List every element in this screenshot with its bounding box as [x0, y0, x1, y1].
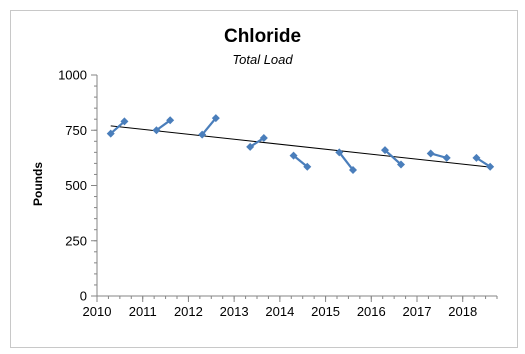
y-tick-label: 500: [65, 178, 87, 193]
series-line-segment: [201, 117, 217, 136]
x-tick-label: 2010: [83, 304, 112, 319]
x-tick-label: 2017: [403, 304, 432, 319]
data-point: [211, 114, 220, 123]
data-point: [486, 162, 495, 171]
chart-subtitle: Total Load: [232, 52, 293, 67]
data-point: [152, 126, 161, 135]
chart-title: Chloride: [223, 26, 302, 47]
x-tick-label: 2014: [265, 304, 294, 319]
y-tick-label: 250: [65, 233, 87, 248]
data-point: [259, 133, 268, 142]
data-point: [381, 146, 389, 155]
data-point: [120, 117, 129, 126]
y-tick-label: 0: [80, 289, 87, 304]
y-tick-label: 750: [65, 123, 87, 138]
x-tick-label: 2013: [220, 304, 249, 319]
trend-line: [110, 125, 491, 168]
series-line-segment: [292, 154, 308, 168]
x-tick-label: 2018: [448, 304, 477, 319]
data-point: [303, 162, 312, 171]
x-tick-label: 2012: [174, 304, 203, 319]
data-point: [472, 153, 481, 162]
data-point: [397, 160, 405, 169]
series-line-segment: [109, 120, 126, 135]
x-tick-label: 2011: [129, 304, 157, 319]
data-point: [166, 116, 175, 125]
data-point: [335, 148, 344, 157]
data-point: [426, 149, 435, 158]
x-tick-label: 2015: [311, 304, 340, 319]
series-line-segment: [338, 151, 354, 171]
data-point: [349, 166, 357, 175]
data-point: [198, 130, 207, 139]
x-tick-label: 2016: [357, 304, 386, 319]
data-point: [106, 129, 115, 138]
data-point: [289, 151, 298, 160]
series-line-segment: [384, 149, 402, 166]
data-point: [246, 142, 255, 151]
chart-area: [10, 10, 518, 348]
y-tick-label: 1000: [58, 68, 87, 83]
data-point: [442, 153, 451, 162]
